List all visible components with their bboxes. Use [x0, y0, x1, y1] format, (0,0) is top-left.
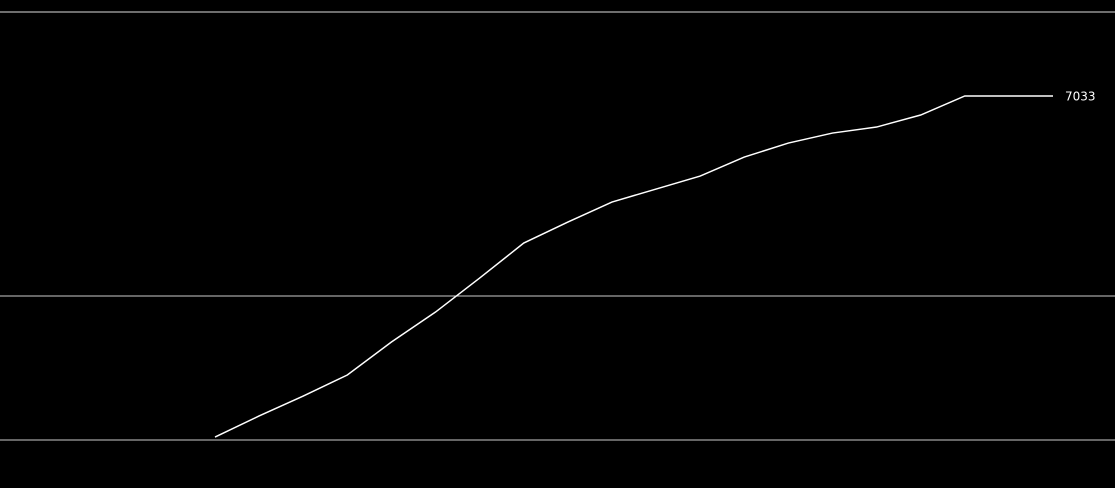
data-line — [214, 95, 1053, 438]
end-value-label: 7033 — [1065, 89, 1096, 103]
